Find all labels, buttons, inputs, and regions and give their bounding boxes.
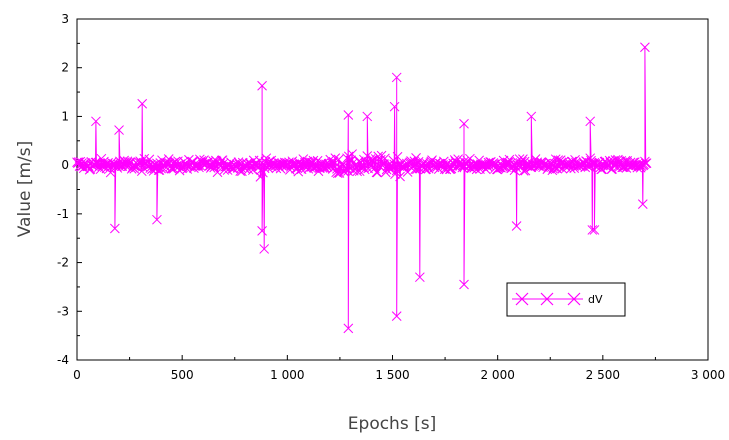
x-tick-label: 500 (171, 368, 194, 382)
y-tick-label: 0 (61, 158, 69, 172)
x-tick-label: 1 000 (270, 368, 304, 382)
data-point-marker (362, 111, 373, 122)
data-point-marker (511, 221, 522, 231)
x-tick-label: 1 500 (375, 368, 409, 382)
data-point-marker (391, 165, 402, 176)
y-tick-label: 3 (61, 12, 69, 26)
data-point-marker (110, 223, 120, 234)
data-point-marker (152, 214, 162, 225)
data-point-marker (333, 154, 344, 165)
y-tick-label: -2 (57, 256, 69, 270)
data-point-marker (641, 158, 652, 168)
data-point-marker (573, 160, 584, 170)
data-point-marker (372, 167, 383, 178)
data-point-marker (449, 155, 460, 165)
data-point-marker (530, 154, 541, 164)
data-point-marker (354, 166, 365, 177)
data-point-marker (527, 159, 538, 169)
data-point-marker (465, 153, 475, 164)
legend-marker (540, 292, 554, 306)
data-point-marker (585, 116, 596, 127)
data-point-marker (236, 163, 246, 173)
legend-marker (567, 292, 581, 306)
data-point-marker (459, 279, 469, 290)
data-point-marker (144, 154, 155, 165)
data-point-marker (391, 311, 402, 322)
data-point-marker (423, 163, 434, 174)
legend-marker (515, 292, 529, 306)
data-point-marker (114, 125, 124, 135)
data-point-marker (518, 166, 529, 176)
data-point-marker (92, 158, 103, 169)
data-point-marker (91, 116, 101, 127)
data-point-marker (341, 162, 352, 173)
data-point-marker (332, 168, 343, 179)
y-tick-label: -1 (57, 207, 69, 221)
data-point-marker (212, 167, 223, 178)
data-point-marker (152, 158, 162, 169)
data-point-marker (569, 163, 580, 174)
data-point-marker (181, 160, 192, 171)
x-tick-label: 0 (73, 368, 81, 382)
data-point-marker (526, 111, 537, 122)
data-point-marker (640, 42, 650, 53)
legend: dV (506, 282, 626, 317)
data-point-marker (589, 225, 600, 235)
x-tick-label: 2 000 (480, 368, 514, 382)
data-point-marker (371, 167, 382, 178)
data-point-marker (353, 156, 364, 167)
x-tick-label: 3 000 (691, 368, 725, 382)
data-point-marker (560, 159, 571, 170)
data-point-marker (414, 272, 425, 283)
x-axis-label: Epochs [s] (348, 414, 436, 434)
data-point-marker (587, 225, 598, 235)
data-point-marker (259, 244, 270, 254)
data-point-marker (391, 72, 402, 83)
legend-label-dv: dV (588, 293, 603, 306)
data-point-marker (380, 167, 391, 178)
data-point-marker (137, 98, 148, 109)
data-point-marker (395, 171, 405, 182)
data-point-marker (459, 118, 469, 129)
y-tick-label: -3 (57, 304, 69, 318)
data-point-marker (157, 163, 168, 173)
data-point-marker (135, 156, 145, 167)
data-point-marker (460, 161, 470, 172)
series-dv (72, 42, 652, 334)
data-point-marker (257, 226, 267, 236)
y-axis-label: Value [m/s] (15, 141, 35, 238)
data-point-marker (389, 101, 400, 112)
data-point-marker (637, 199, 648, 209)
data-point-marker (343, 323, 354, 334)
data-point-marker (247, 165, 258, 175)
data-point-marker (409, 156, 420, 167)
data-point-marker (424, 159, 435, 170)
legend-markers-dv (515, 292, 581, 306)
y-tick-label: 1 (61, 109, 69, 123)
axis-ticks: 0 500 1 000 1 500 2 000 2 500 3 000 -4 -3 -2 -1 0 1 2… (57, 12, 725, 382)
data-point-marker (392, 151, 403, 162)
x-tick-label: 2 500 (586, 368, 620, 382)
y-tick-label: -4 (57, 353, 69, 367)
data-point-marker (343, 110, 354, 120)
data-point-marker (583, 162, 594, 172)
y-tick-label: 2 (61, 61, 69, 75)
data-point-marker (257, 80, 267, 91)
